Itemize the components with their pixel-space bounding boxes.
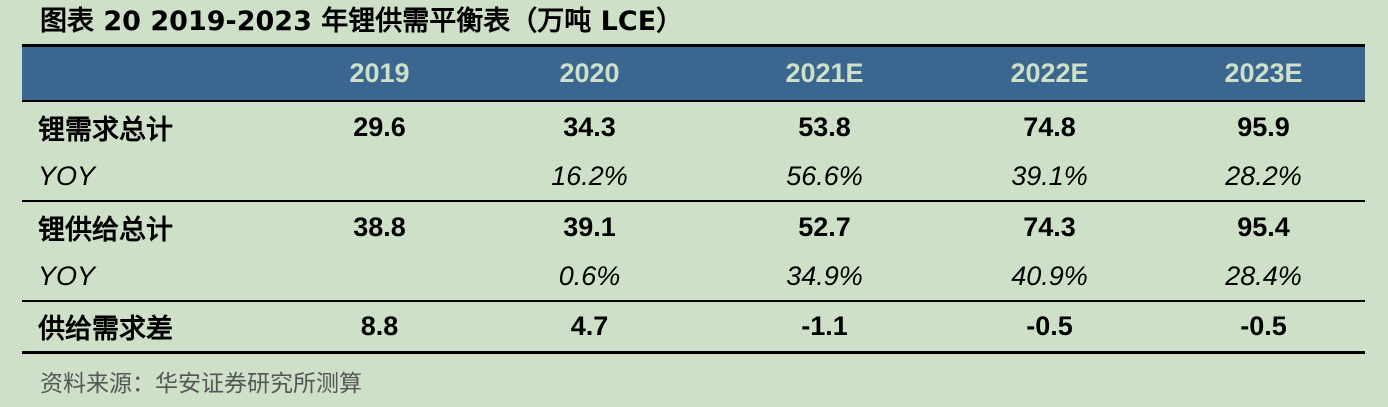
header-cell-2023e: 2023E bbox=[1224, 58, 1303, 88]
table-cell: 56.6% bbox=[786, 160, 863, 191]
table-row-supply-total: 锂供给总计 38.8 39.1 52.7 74.3 95.4 bbox=[22, 202, 1365, 252]
row-label: 锂需求总计 bbox=[38, 114, 173, 146]
row-label: YOY bbox=[38, 160, 96, 191]
table-cell: 34.9% bbox=[786, 260, 863, 291]
table-row-balance: 供给需求差 8.8 4.7 -1.1 -0.5 -0.5 bbox=[22, 302, 1365, 351]
table-cell: 8.8 bbox=[360, 311, 399, 341]
source-note: 资料来源：华安证券研究所测算 bbox=[40, 371, 362, 397]
row-label: 供给需求差 bbox=[38, 314, 173, 345]
table-cell: 95.4 bbox=[1237, 211, 1290, 242]
table-row-demand-total: 锂需求总计 29.6 34.3 53.8 74.8 95.9 bbox=[22, 102, 1365, 152]
table-cell: -0.5 bbox=[1240, 311, 1287, 341]
table-cell: 53.8 bbox=[798, 111, 851, 142]
table-row-demand-yoy: YOY 16.2% 56.6% 39.1% 28.2% bbox=[22, 152, 1365, 202]
table-cell: 95.9 bbox=[1237, 111, 1290, 142]
table-cell: 52.7 bbox=[798, 211, 851, 242]
table-cell: 38.8 bbox=[353, 211, 406, 242]
header-cell-2019: 2019 bbox=[349, 58, 410, 88]
row-label: 锂供给总计 bbox=[38, 214, 173, 246]
table-cell: 74.8 bbox=[1023, 111, 1076, 142]
table-cell: -1.1 bbox=[801, 311, 848, 341]
row-label: YOY bbox=[38, 260, 96, 291]
table-cell: 39.1 bbox=[563, 211, 616, 242]
table-cell: 34.3 bbox=[563, 111, 616, 142]
table-cell: -0.5 bbox=[1026, 311, 1073, 341]
header-cell-2021e: 2021E bbox=[785, 58, 864, 88]
table-cell: 28.2% bbox=[1225, 160, 1302, 191]
table-row-supply-yoy: YOY 0.6% 34.9% 40.9% 28.4% bbox=[22, 252, 1365, 302]
header-cell-2022e: 2022E bbox=[1010, 58, 1089, 88]
table-cell: 29.6 bbox=[353, 111, 406, 142]
table-cell: 39.1% bbox=[1011, 160, 1088, 191]
header-cell-2020: 2020 bbox=[559, 58, 620, 88]
table-cell: 40.9% bbox=[1011, 260, 1088, 291]
table-header-row: 2019 2020 2021E 2022E 2023E bbox=[22, 47, 1365, 102]
table-cell: 74.3 bbox=[1023, 211, 1076, 242]
table-cell: 16.2% bbox=[551, 160, 628, 191]
table-cell: 28.4% bbox=[1225, 260, 1302, 291]
table-title: 图表 20 2019-2023 年锂供需平衡表（万吨 LCE） bbox=[40, 6, 684, 37]
table-cell: 4.7 bbox=[570, 311, 609, 341]
table-cell: 0.6% bbox=[558, 260, 621, 291]
lithium-balance-table: 2019 2020 2021E 2022E 2023E 锂需求总计 29.6 3… bbox=[22, 44, 1365, 354]
